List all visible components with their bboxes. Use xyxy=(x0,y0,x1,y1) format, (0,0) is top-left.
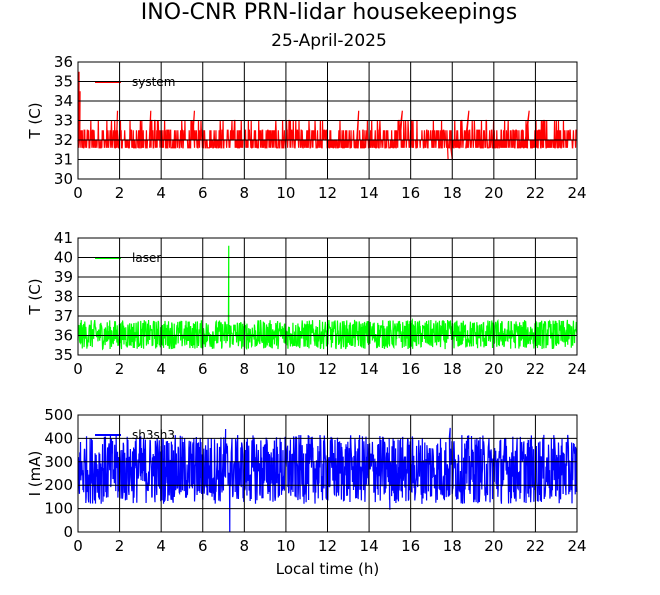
x-tick-label: 4 xyxy=(156,184,166,202)
y-axis-label: T (C) xyxy=(26,278,44,315)
x-tick-label: 8 xyxy=(240,184,250,202)
x-tick-label: 0 xyxy=(73,537,83,555)
x-tick-label: 2 xyxy=(115,360,125,378)
x-tick-label: 4 xyxy=(156,360,166,378)
x-tick-label: 18 xyxy=(443,184,462,202)
y-tick-label: 36 xyxy=(54,327,73,345)
figure-subtitle: 25-April-2025 xyxy=(271,31,387,51)
x-tick-label: 8 xyxy=(240,537,250,555)
x-tick-label: 6 xyxy=(198,537,208,555)
x-tick-label: 10 xyxy=(276,360,295,378)
x-tick-label: 16 xyxy=(401,537,420,555)
y-tick-label: 40 xyxy=(54,249,73,267)
y-tick-label: 31 xyxy=(54,151,73,169)
y-tick-label: 35 xyxy=(54,73,73,91)
y-axis-label: T (C) xyxy=(26,102,44,139)
y-tick-label: 30 xyxy=(54,170,73,188)
x-tick-label: 14 xyxy=(360,184,379,202)
x-tick-label: 0 xyxy=(73,360,83,378)
x-tick-label: 22 xyxy=(526,537,545,555)
x-tick-label: 4 xyxy=(156,537,166,555)
y-axis-label: I (mA) xyxy=(26,451,44,497)
y-tick-label: 41 xyxy=(54,229,73,247)
y-tick-label: 100 xyxy=(44,500,73,518)
x-tick-label: 20 xyxy=(484,360,503,378)
y-tick-label: 300 xyxy=(44,453,73,471)
figure-title: INO-CNR PRN-lidar housekeepings xyxy=(141,0,517,25)
x-tick-label: 12 xyxy=(318,360,337,378)
y-tick-label: 36 xyxy=(54,53,73,71)
y-tick-label: 38 xyxy=(54,288,73,306)
x-tick-label: 12 xyxy=(318,537,337,555)
x-tick-label: 16 xyxy=(401,184,420,202)
x-tick-label: 0 xyxy=(73,184,83,202)
y-tick-label: 35 xyxy=(54,346,73,364)
y-tick-label: 200 xyxy=(44,476,73,494)
x-tick-label: 24 xyxy=(567,184,586,202)
x-tick-label: 8 xyxy=(240,360,250,378)
x-tick-label: 2 xyxy=(115,537,125,555)
y-tick-label: 500 xyxy=(44,406,73,424)
plot-frame xyxy=(77,414,578,533)
legend-label-sh3sh3: sh3sh3 xyxy=(132,428,175,442)
x-axis-label: Local time (h) xyxy=(276,560,380,578)
x-tick-label: 6 xyxy=(198,360,208,378)
y-tick-label: 0 xyxy=(63,523,73,541)
x-tick-label: 22 xyxy=(526,360,545,378)
plot-frame xyxy=(77,237,578,356)
x-tick-label: 24 xyxy=(567,537,586,555)
y-tick-label: 37 xyxy=(54,307,73,325)
plot-frame xyxy=(77,61,578,180)
x-tick-label: 22 xyxy=(526,184,545,202)
x-tick-label: 16 xyxy=(401,360,420,378)
x-tick-label: 18 xyxy=(443,360,462,378)
y-tick-label: 32 xyxy=(54,131,73,149)
y-tick-label: 400 xyxy=(44,429,73,447)
x-tick-label: 24 xyxy=(567,360,586,378)
x-tick-label: 14 xyxy=(360,360,379,378)
x-tick-label: 2 xyxy=(115,184,125,202)
x-tick-label: 6 xyxy=(198,184,208,202)
y-tick-label: 39 xyxy=(54,268,73,286)
x-tick-label: 18 xyxy=(443,537,462,555)
y-tick-label: 34 xyxy=(54,92,73,110)
x-tick-label: 10 xyxy=(276,184,295,202)
x-tick-label: 20 xyxy=(484,537,503,555)
x-tick-label: 20 xyxy=(484,184,503,202)
x-tick-label: 10 xyxy=(276,537,295,555)
x-tick-label: 12 xyxy=(318,184,337,202)
x-tick-label: 14 xyxy=(360,537,379,555)
y-tick-label: 33 xyxy=(54,112,73,130)
